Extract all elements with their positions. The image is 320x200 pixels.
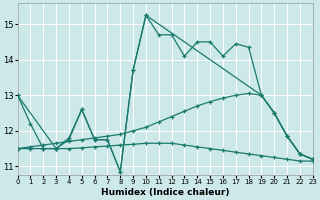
X-axis label: Humidex (Indice chaleur): Humidex (Indice chaleur)	[101, 188, 229, 197]
